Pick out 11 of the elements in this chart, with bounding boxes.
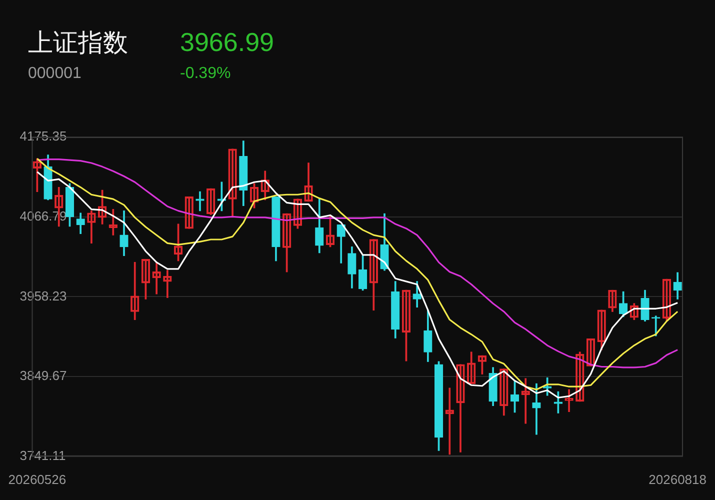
y-tick-label: 3849.67 <box>20 368 67 384</box>
text: 3966.99 <box>180 27 274 58</box>
y-tick-label: 3741.11 <box>20 448 66 463</box>
chart-title: 上证指数 <box>28 27 129 59</box>
text: -0.39% <box>180 65 231 83</box>
y-tick-label: 4175.35 <box>20 128 67 144</box>
x-tick-label: 20260818 <box>648 472 706 487</box>
y-tick-label: 3958.23 <box>20 288 67 304</box>
x-tick-label: 20260526 <box>8 472 66 487</box>
chart-subtitle: 000001 <box>28 65 82 83</box>
candlestick <box>184 196 194 229</box>
